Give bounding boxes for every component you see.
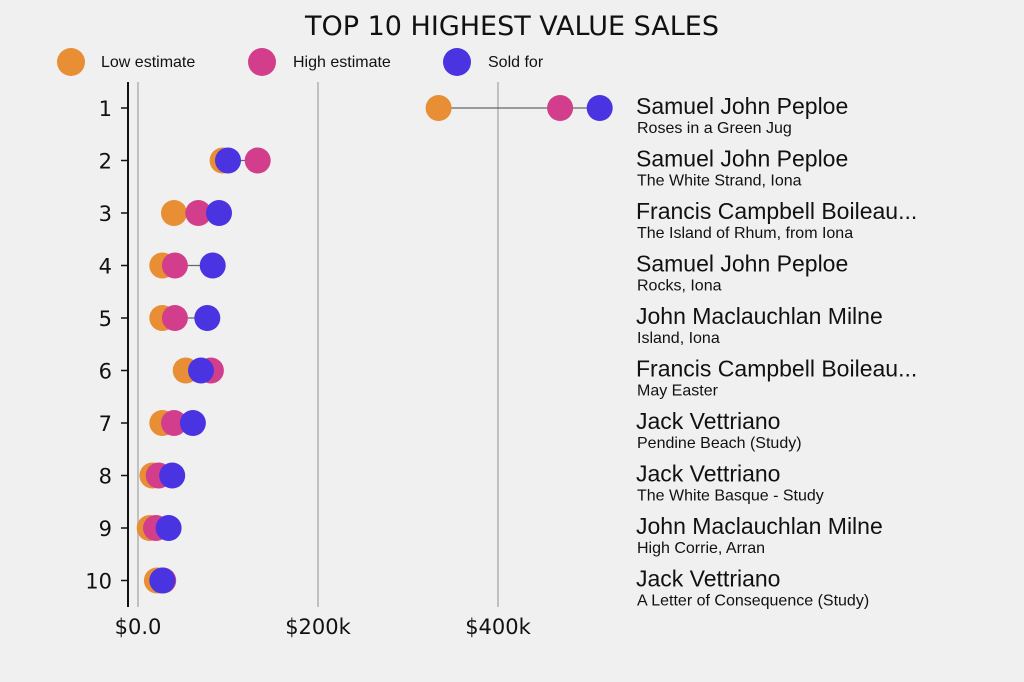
sold-for-point xyxy=(149,567,176,594)
row-1-marks xyxy=(425,95,613,121)
painting-label: The Island of Rhum, from Iona xyxy=(637,225,853,242)
sold-for-point xyxy=(159,462,186,489)
axes: 1 2 3 4 5 6 7 8 9 10$0.0 $200k $400k xyxy=(85,82,532,639)
y-tick-label: 10 xyxy=(85,570,112,594)
low-estimate-point xyxy=(161,200,187,226)
x-tick-label: $200k xyxy=(285,615,351,639)
artist-label: Jack Vettriano xyxy=(636,461,780,487)
gridlines xyxy=(137,82,499,607)
painting-label: A Letter of Consequence (Study) xyxy=(637,593,869,610)
high-estimate-point xyxy=(185,200,212,226)
row-2-marks xyxy=(209,147,271,174)
low-estimate-point xyxy=(425,95,452,121)
legend-label: Sold for xyxy=(488,54,544,71)
high-estimate-point xyxy=(547,95,574,121)
artist-label: Samuel John Peploe xyxy=(636,93,848,119)
high-estimate-point xyxy=(161,410,187,436)
y-tick-label: 5 xyxy=(99,307,112,331)
y-tick-label: 7 xyxy=(99,412,112,436)
legend-label: Low estimate xyxy=(101,54,195,71)
x-tick-label: $400k xyxy=(465,615,531,639)
sold-for-point xyxy=(155,515,182,541)
painting-label: The White Strand, Iona xyxy=(637,173,802,190)
high-estimate-point xyxy=(244,147,271,174)
artist-label: Francis Campbell Boileau... xyxy=(636,356,917,382)
sold-for-point xyxy=(194,305,221,331)
y-tick-label: 3 xyxy=(99,202,112,226)
artist-label: Jack Vettriano xyxy=(636,408,780,434)
legend-marker-low-estimate xyxy=(57,48,85,76)
row-6-marks xyxy=(172,357,224,384)
row-10-marks xyxy=(143,567,177,594)
sold-for-point xyxy=(206,200,232,226)
sold-for-point xyxy=(215,147,241,174)
row-5-marks xyxy=(149,305,221,331)
painting-label: Pendine Beach (Study) xyxy=(637,435,802,452)
sold-for-point xyxy=(199,252,226,279)
y-tick-label: 2 xyxy=(99,150,112,174)
legend: Low estimate High estimate Sold for xyxy=(57,48,544,76)
artist-label: Jack Vettriano xyxy=(636,566,780,592)
row-8-marks xyxy=(139,462,186,489)
artist-label: Samuel John Peploe xyxy=(636,146,848,172)
y-tick-label: 8 xyxy=(99,465,112,489)
y-tick-label: 9 xyxy=(99,517,112,541)
y-tick-label: 6 xyxy=(99,360,112,384)
artist-label: John Maclauchlan Milne xyxy=(636,303,883,329)
artist-label: John Maclauchlan Milne xyxy=(636,513,883,539)
chart-title: TOP 10 HIGHEST VALUE SALES xyxy=(304,11,719,42)
row-7-marks xyxy=(149,410,206,436)
y-tick-label: 1 xyxy=(99,97,112,121)
legend-label: High estimate xyxy=(293,54,391,71)
legend-marker-sold-for xyxy=(443,48,471,76)
artist-label: Francis Campbell Boileau... xyxy=(636,198,917,224)
y-tick-label: 4 xyxy=(99,255,112,279)
painting-label: High Corrie, Arran xyxy=(637,540,765,557)
legend-marker-high-estimate xyxy=(248,48,276,76)
row-9-marks xyxy=(136,515,182,541)
artist-label: Samuel John Peploe xyxy=(636,251,848,277)
chart-marks xyxy=(136,95,613,594)
x-tick-label: $0.0 xyxy=(115,615,162,639)
painting-label: The White Basque - Study xyxy=(637,488,824,505)
high-estimate-point xyxy=(161,252,188,279)
high-estimate-point xyxy=(161,305,188,331)
sold-for-point xyxy=(586,95,613,121)
sold-for-point xyxy=(179,410,206,436)
painting-label: Rocks, Iona xyxy=(637,278,722,295)
painting-label: Roses in a Green Jug xyxy=(637,120,792,137)
row-3-marks xyxy=(161,200,232,226)
row-4-marks xyxy=(149,252,226,279)
sold-for-point xyxy=(188,357,214,384)
painting-label: Island, Iona xyxy=(637,330,720,347)
painting-label: May Easter xyxy=(637,383,719,400)
